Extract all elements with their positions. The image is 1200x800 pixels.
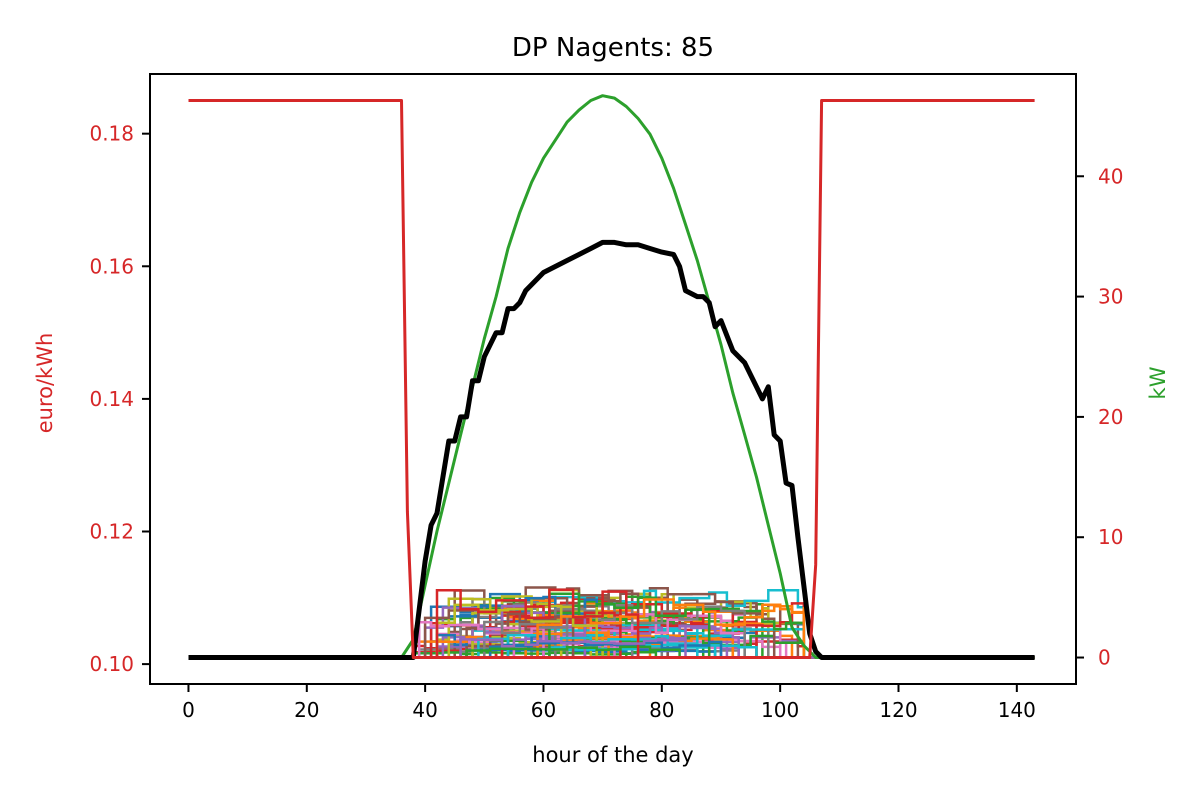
y-axis-right-title: kW	[1146, 366, 1170, 399]
x-tick-label: 140	[998, 698, 1036, 722]
chart-title: DP Nagents: 85	[512, 33, 714, 63]
y-axis-right: 0 10 20 30 40	[1076, 164, 1123, 670]
x-axis-title: hour of the day	[532, 743, 693, 767]
y-left-tick-label: 0.10	[89, 652, 134, 676]
pv-production-line	[188, 94, 1035, 659]
total-consumption-line	[188, 239, 1035, 660]
plot-area	[188, 94, 1035, 660]
x-tick-label: 40	[412, 698, 437, 722]
y-right-tick-label: 40	[1098, 164, 1123, 188]
x-tick-label: 80	[649, 698, 674, 722]
y-right-tick-label: 0	[1098, 646, 1111, 670]
agent-load-series	[188, 586, 1035, 659]
x-tick-label: 60	[531, 698, 556, 722]
agent-load-line	[188, 645, 1035, 659]
agent-load-line	[188, 615, 1035, 659]
price-line	[188, 99, 1035, 659]
y-left-tick-label: 0.14	[89, 387, 134, 411]
y-left-tick-label: 0.12	[89, 520, 134, 544]
x-tick-label: 20	[294, 698, 319, 722]
y-axis-left-title: euro/kWh	[33, 333, 57, 434]
y-right-tick-label: 20	[1098, 405, 1123, 429]
x-tick-label: 120	[879, 698, 917, 722]
y-left-tick-label: 0.16	[89, 254, 134, 278]
y-axis-left: 0.10 0.12 0.14 0.16 0.18	[89, 122, 150, 676]
agent-load-line	[188, 604, 1035, 659]
agent-load-line	[188, 602, 1035, 659]
y-left-tick-label: 0.18	[89, 122, 134, 146]
agent-load-line	[188, 603, 1035, 659]
agent-load-line	[188, 588, 1035, 659]
plot-frame	[149, 73, 1077, 685]
x-axis: 0 20 40 60 80 100 120 140	[182, 684, 1036, 722]
y-right-tick-label: 30	[1098, 285, 1123, 309]
agent-load-line	[188, 638, 1035, 659]
y-right-tick-label: 10	[1098, 525, 1123, 549]
x-tick-label: 0	[182, 698, 195, 722]
x-tick-label: 100	[761, 698, 799, 722]
